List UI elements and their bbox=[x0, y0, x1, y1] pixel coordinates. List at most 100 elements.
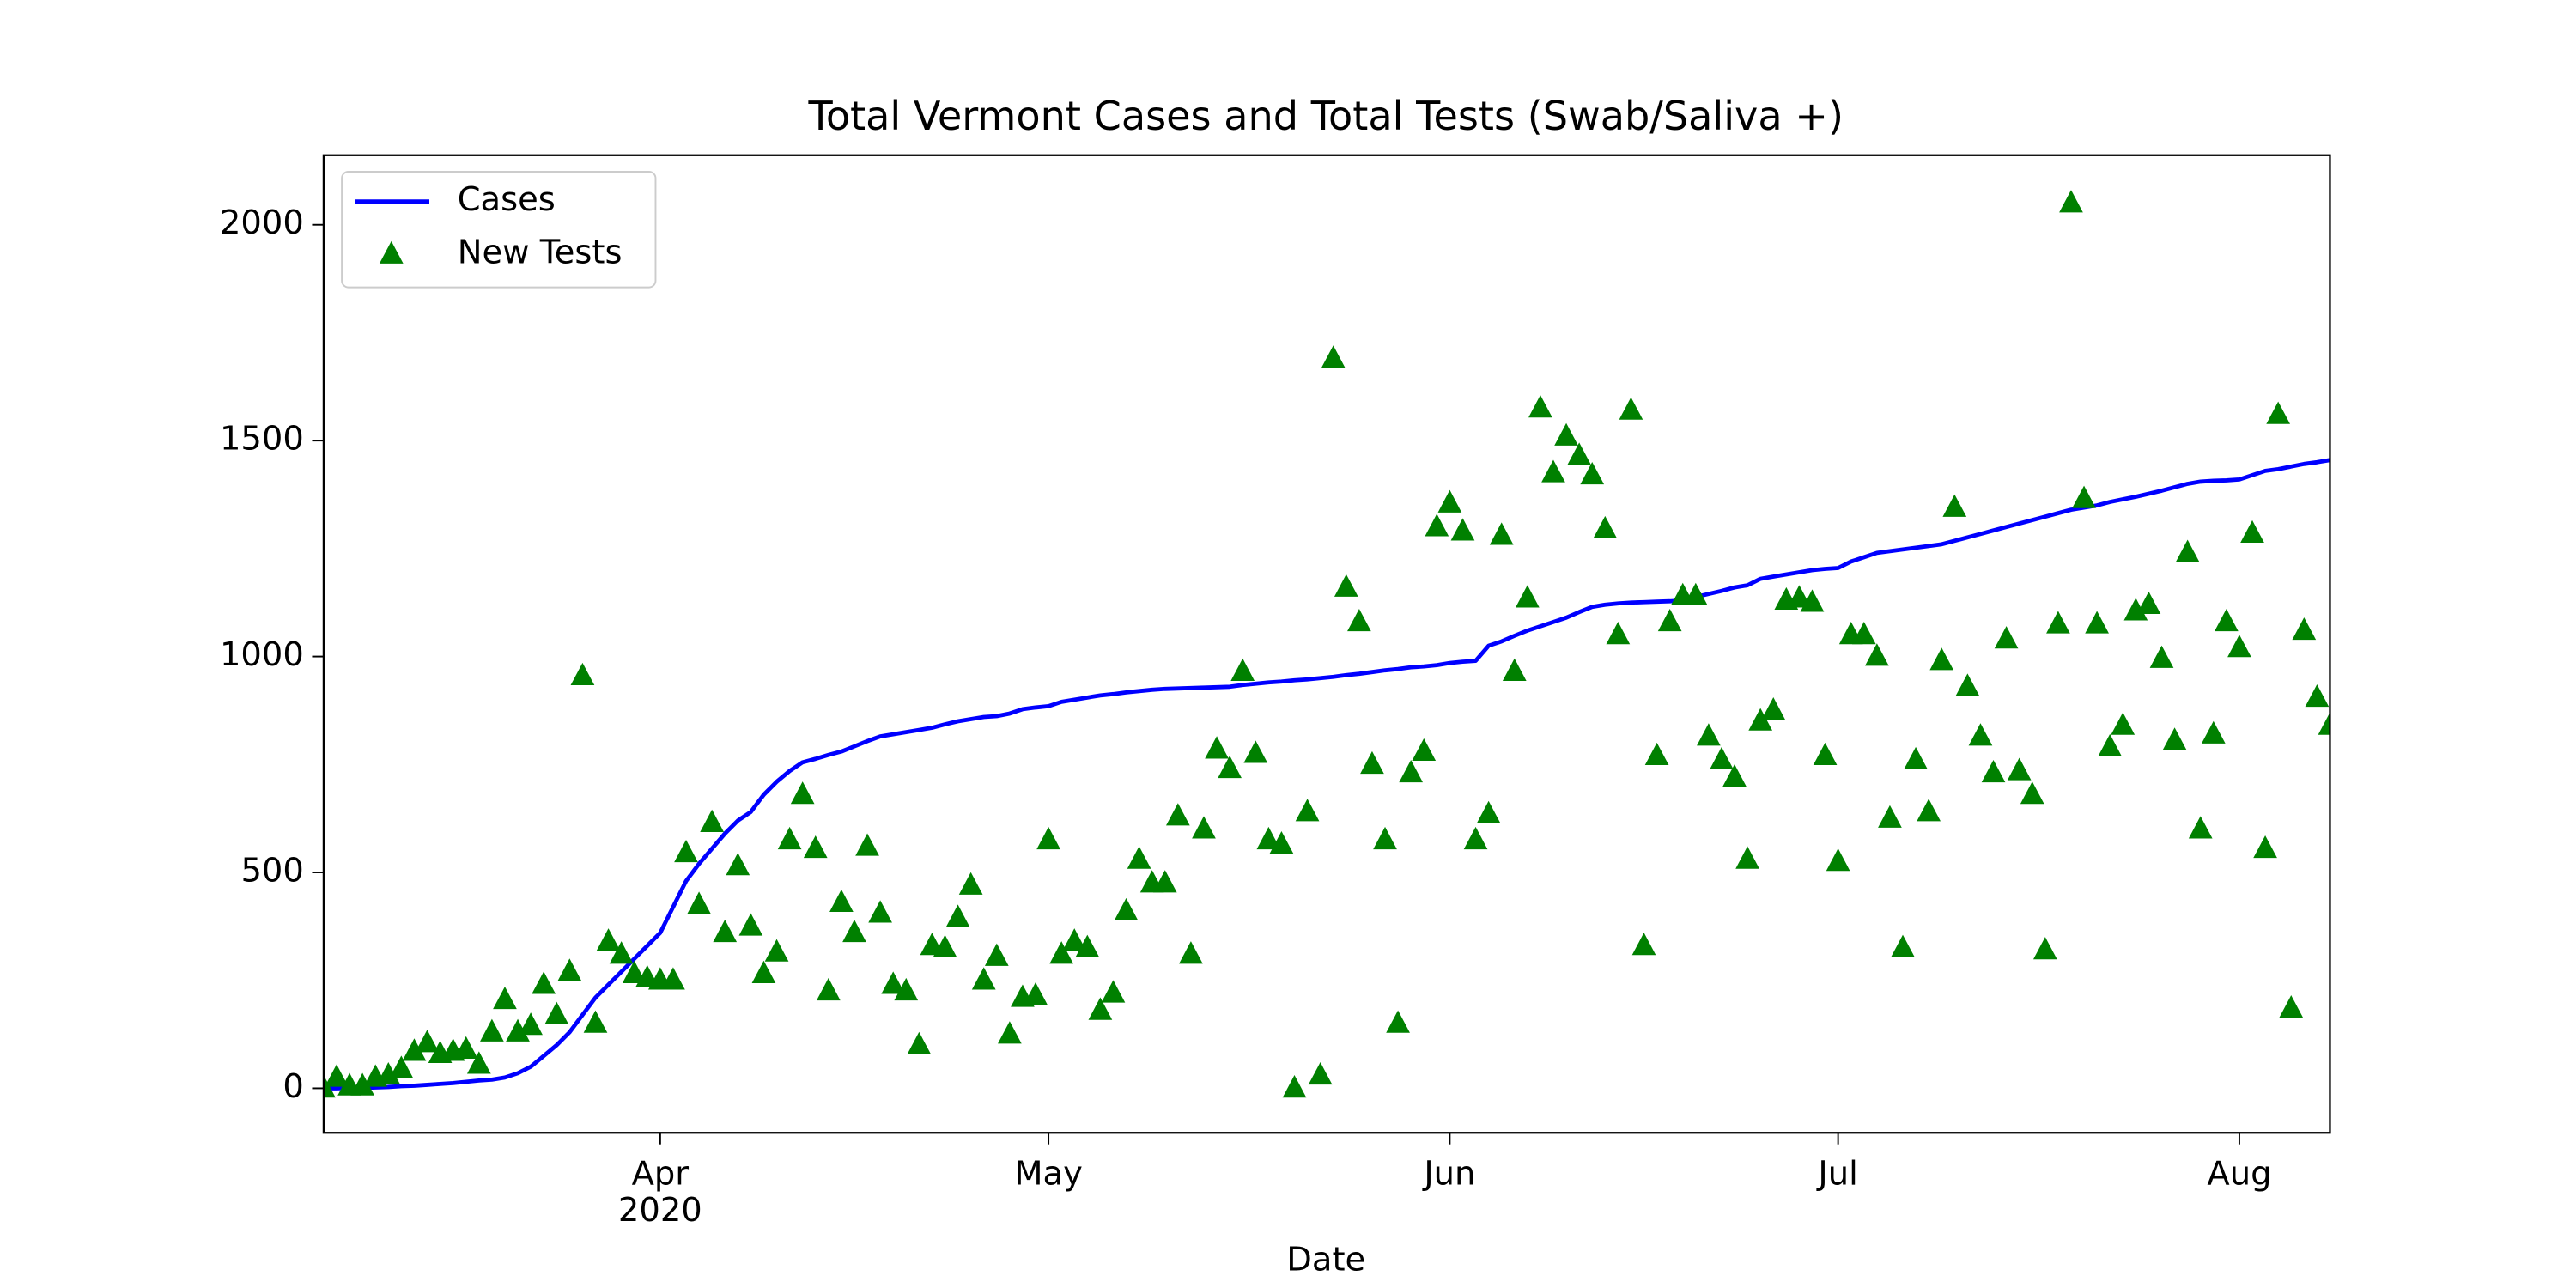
test-marker bbox=[2098, 733, 2123, 756]
test-marker bbox=[1243, 740, 1268, 763]
test-marker bbox=[1761, 697, 1786, 720]
test-marker bbox=[907, 1031, 932, 1054]
test-marker bbox=[1218, 755, 1242, 779]
test-marker bbox=[557, 958, 582, 981]
test-marker bbox=[2305, 683, 2330, 708]
test-marker bbox=[1036, 826, 1060, 850]
test-marker bbox=[1904, 746, 1928, 770]
test-marker bbox=[2032, 937, 2057, 960]
test-marker bbox=[1386, 1010, 1410, 1033]
x-tick-label: Aug bbox=[2207, 1155, 2271, 1194]
test-marker bbox=[2188, 816, 2213, 839]
test-marker bbox=[519, 1012, 543, 1036]
test-marker bbox=[622, 960, 647, 983]
test-marker bbox=[1152, 870, 1177, 893]
test-marker bbox=[958, 872, 983, 895]
test-marker bbox=[738, 913, 763, 936]
test-marker bbox=[376, 1061, 401, 1085]
test-marker bbox=[2240, 519, 2264, 544]
plot-area bbox=[323, 190, 2330, 1098]
test-marker bbox=[1942, 494, 1967, 517]
x-tick-label: Apr bbox=[632, 1155, 690, 1194]
test-marker bbox=[1554, 422, 1578, 446]
test-marker bbox=[984, 943, 1009, 966]
test-marker bbox=[1631, 933, 1656, 956]
test-marker bbox=[790, 781, 815, 805]
test-marker bbox=[609, 941, 634, 964]
test-marker bbox=[2266, 401, 2291, 424]
test-marker bbox=[389, 1055, 414, 1078]
test-marker bbox=[1981, 759, 2006, 783]
test-marker bbox=[1165, 803, 1190, 826]
y-tick-label: 2000 bbox=[220, 204, 304, 242]
test-marker bbox=[466, 1051, 491, 1074]
test-marker bbox=[2046, 611, 2070, 634]
test-marker bbox=[2175, 539, 2200, 562]
test-marker bbox=[1192, 816, 1216, 839]
test-marker bbox=[583, 1010, 608, 1033]
test-marker bbox=[1205, 736, 1229, 759]
test-marker bbox=[2007, 757, 2032, 781]
test-marker bbox=[1528, 395, 1552, 418]
test-marker bbox=[1735, 846, 1759, 869]
test-marker bbox=[1710, 746, 1734, 770]
test-marker bbox=[480, 1018, 504, 1042]
test-marker bbox=[661, 967, 685, 990]
x-tick-label: May bbox=[1014, 1155, 1083, 1194]
test-marker bbox=[1878, 805, 1902, 828]
test-marker bbox=[1412, 738, 1437, 761]
test-marker bbox=[2085, 611, 2109, 634]
test-marker bbox=[971, 967, 996, 990]
test-marker bbox=[1851, 622, 1876, 645]
test-marker bbox=[1308, 1061, 1333, 1085]
test-marker bbox=[1697, 723, 1721, 746]
test-marker bbox=[2253, 835, 2277, 859]
test-marker bbox=[726, 853, 750, 876]
test-marker bbox=[506, 1018, 530, 1042]
y-tick-label: 1500 bbox=[220, 420, 304, 459]
test-marker bbox=[1114, 897, 1139, 921]
test-marker bbox=[2072, 485, 2096, 508]
test-marker bbox=[1593, 515, 1618, 539]
x-year-label: 2020 bbox=[618, 1191, 702, 1230]
test-marker bbox=[1606, 622, 1631, 645]
test-marker bbox=[402, 1038, 427, 1061]
test-marker bbox=[894, 977, 919, 1001]
test-marker bbox=[1683, 582, 1708, 605]
test-marker bbox=[713, 920, 738, 943]
test-marker bbox=[1049, 941, 1074, 964]
test-marker bbox=[933, 934, 957, 957]
test-marker bbox=[1230, 658, 1255, 681]
test-marker bbox=[2162, 727, 2187, 750]
test-marker bbox=[2020, 781, 2044, 805]
test-marker bbox=[1437, 489, 1462, 513]
test-marker bbox=[2279, 995, 2304, 1018]
test-marker bbox=[1179, 941, 1203, 964]
test-marker bbox=[325, 1064, 349, 1087]
test-marker bbox=[1865, 643, 1889, 666]
test-marker bbox=[751, 960, 776, 983]
test-marker bbox=[700, 809, 725, 832]
test-marker bbox=[1334, 574, 1358, 597]
test-marker bbox=[764, 939, 789, 962]
test-marker bbox=[544, 1001, 569, 1024]
test-marker bbox=[1657, 608, 1682, 632]
test-marker bbox=[1321, 345, 1346, 368]
chart-title: Total Vermont Cases and Total Tests (Swa… bbox=[807, 93, 1843, 139]
legend-label: New Tests bbox=[458, 234, 623, 272]
x-tick-label: Jul bbox=[1816, 1155, 1857, 1194]
test-marker bbox=[1425, 513, 1449, 537]
test-marker bbox=[1502, 658, 1527, 681]
y-tick-label: 500 bbox=[240, 852, 303, 890]
test-marker bbox=[674, 839, 698, 863]
legend-marker bbox=[379, 240, 404, 264]
y-tick-label: 1000 bbox=[220, 635, 304, 674]
test-marker bbox=[855, 833, 879, 856]
test-marker bbox=[1269, 830, 1294, 854]
test-marker bbox=[1088, 997, 1113, 1020]
test-marker bbox=[842, 920, 866, 943]
test-marker bbox=[1101, 980, 1126, 1003]
test-marker bbox=[1541, 459, 1565, 483]
